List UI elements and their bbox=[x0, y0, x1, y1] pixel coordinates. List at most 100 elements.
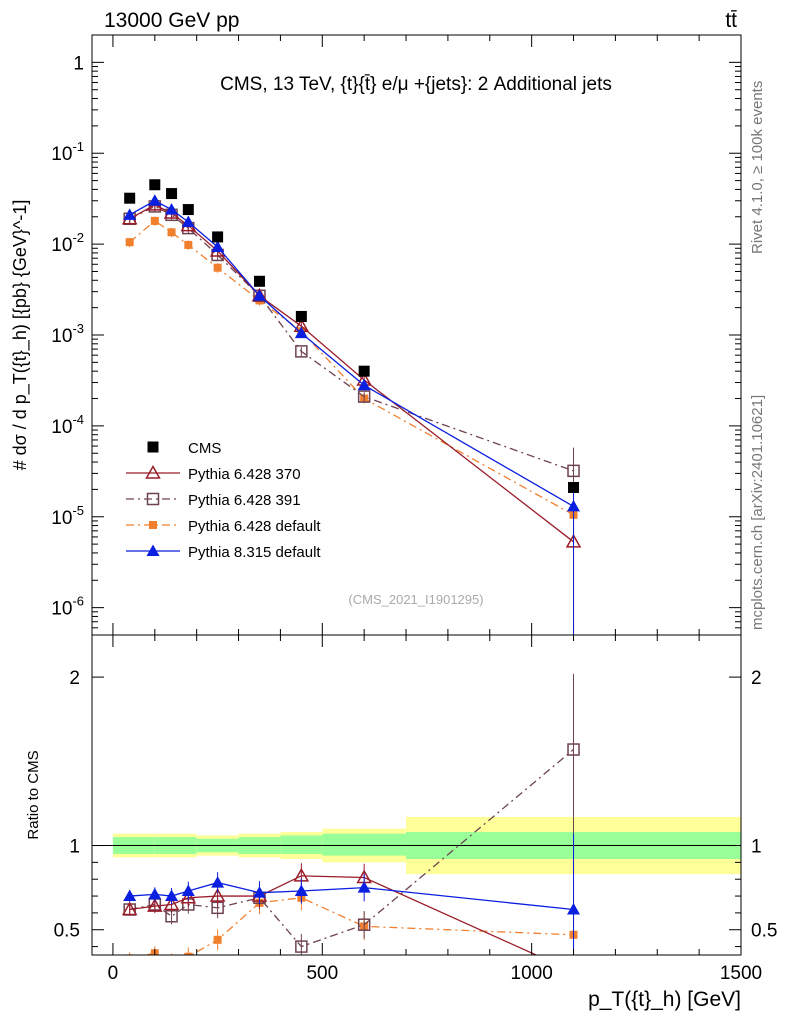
legend-label: Pythia 6.428 370 bbox=[188, 466, 301, 483]
ratio-series-pythia-8-315-default bbox=[123, 833, 581, 955]
band-inner bbox=[280, 835, 323, 854]
y-tick-label: 10-4 bbox=[51, 412, 84, 438]
data-point bbox=[357, 378, 371, 391]
series-pythia-6-428-391 bbox=[123, 200, 580, 635]
ratio-point bbox=[213, 935, 222, 944]
y-tick-label: 10-6 bbox=[51, 594, 84, 620]
data-point bbox=[295, 310, 307, 322]
analysis-id: (CMS_2021_I1901295) bbox=[348, 592, 483, 607]
ratio-point bbox=[125, 954, 134, 955]
data-point bbox=[150, 216, 159, 225]
ratio-point bbox=[567, 743, 580, 756]
data-point bbox=[211, 240, 225, 252]
series-cms bbox=[124, 179, 580, 493]
legend-marker bbox=[146, 492, 160, 506]
legend-entry: Pythia 6.428 370 bbox=[126, 464, 301, 483]
ratio-point bbox=[180, 889, 197, 904]
data-point bbox=[295, 345, 308, 358]
main-y-axis-label: # dσ / d p_T({t}_h) [{pb} {GeV}^-1] bbox=[10, 200, 31, 471]
ratio-series-pythia-6-428-391 bbox=[123, 673, 580, 955]
ratio-point bbox=[165, 889, 179, 902]
ratio-point bbox=[209, 888, 226, 902]
data-point bbox=[166, 188, 178, 200]
ratio-series-layer bbox=[121, 673, 581, 977]
ratio-point bbox=[168, 958, 176, 966]
legend-marker bbox=[146, 544, 160, 556]
legend-entry: CMS bbox=[147, 440, 221, 457]
legend-marker bbox=[147, 441, 159, 453]
ratio-point bbox=[121, 901, 138, 916]
ratio-point bbox=[181, 884, 195, 896]
y-tick-label: 1 bbox=[73, 53, 84, 74]
ratio-y-tick-label: 2 bbox=[751, 668, 762, 689]
ratio-y-tick-label: 1 bbox=[751, 837, 762, 858]
data-point bbox=[213, 263, 222, 272]
data-point bbox=[252, 289, 266, 301]
ratio-panel: 0.5 0.5 1 1 2 2 0 500 1000 1500 Ratio to CMS p_T(… bbox=[25, 634, 777, 1011]
legend-label: CMS bbox=[188, 440, 221, 457]
ratio-point bbox=[123, 889, 137, 902]
data-point bbox=[165, 203, 179, 215]
data-point bbox=[148, 194, 162, 206]
main-axis-ticks: 10-6 10-5 10-4 10-3 10-2 10-1 1 bbox=[51, 34, 742, 636]
series-pythia-6-428-default bbox=[125, 216, 578, 635]
legend-entry: Pythia 8.315 default bbox=[126, 544, 321, 561]
legend-entry: Pythia 6.428 391 bbox=[126, 492, 301, 509]
legend-label: Pythia 8.315 default bbox=[188, 544, 321, 561]
ratio-y-axis-label: Ratio to CMS bbox=[25, 750, 42, 839]
legend-label: Pythia 6.428 default bbox=[188, 518, 321, 535]
y-tick-label: 10-2 bbox=[51, 230, 84, 256]
data-point bbox=[357, 390, 371, 403]
ratio-y-tick-label: 0.5 bbox=[54, 921, 80, 942]
legend-label: Pythia 6.428 391 bbox=[188, 492, 301, 509]
ratio-y-tick-label: 2 bbox=[69, 668, 80, 689]
ratio-point bbox=[163, 896, 180, 911]
ratio-axis-ticks: 0.5 0.5 1 1 2 2 0 500 1000 1500 bbox=[54, 635, 777, 984]
y-tick-label: 10-1 bbox=[51, 139, 84, 165]
x-tick-label: 0 bbox=[108, 963, 119, 984]
x-tick-label: 500 bbox=[306, 963, 338, 984]
ratio-y-tick-label: 1 bbox=[69, 837, 80, 858]
series-pythia-8-315-default bbox=[123, 194, 581, 635]
data-point bbox=[181, 215, 195, 228]
header-left: 13000 GeV pp bbox=[104, 9, 239, 32]
y-tick-label: 10-5 bbox=[51, 503, 84, 529]
legend-marker bbox=[145, 464, 161, 479]
ratio-point bbox=[294, 884, 308, 896]
series-line bbox=[129, 200, 574, 507]
mcplots-label: mcplots.cern.ch [arXiv:2401.10621] bbox=[749, 395, 766, 630]
ratio-point bbox=[295, 940, 308, 953]
ratio-point bbox=[357, 918, 371, 931]
ratio-series-pythia-6-428-default bbox=[125, 859, 578, 966]
main-title: CMS, 13 TeV, {t}{t̄} e/μ +{jets}: 2 Addi… bbox=[220, 74, 612, 95]
ratio-point bbox=[567, 965, 580, 977]
main-panel: 10-6 10-5 10-4 10-3 10-2 10-1 1 CMS, 13 TeV, {… bbox=[10, 34, 742, 636]
ratio-point bbox=[211, 876, 225, 888]
x-tick-label: 1500 bbox=[720, 963, 762, 984]
rivet-version-label: Rivet 4.1.0, ≥ 100k events bbox=[749, 81, 766, 254]
data-point bbox=[124, 192, 136, 204]
header-right: tt̄ bbox=[725, 9, 737, 32]
ratio-point bbox=[567, 903, 581, 915]
legend-entry: Pythia 6.428 default bbox=[126, 518, 321, 535]
ratio-point bbox=[147, 898, 163, 912]
ratio-y-tick-label: 0.5 bbox=[751, 921, 777, 942]
data-point bbox=[182, 204, 194, 216]
data-point bbox=[567, 464, 580, 478]
ratio-line bbox=[129, 875, 538, 955]
data-point bbox=[167, 228, 176, 237]
data-point bbox=[567, 499, 581, 512]
ratio-point bbox=[184, 952, 193, 955]
data-point bbox=[123, 208, 137, 220]
data-point bbox=[568, 481, 580, 493]
x-axis-label: p_T({t}_h) [GeV] bbox=[588, 988, 741, 1011]
main-series-layer bbox=[121, 179, 582, 635]
data-point bbox=[125, 238, 134, 247]
x-tick-label: 1000 bbox=[511, 963, 553, 984]
data-point bbox=[149, 179, 161, 191]
legend: CMS Pythia 6.428 370 Pythia 6.428 391 Pythi… bbox=[126, 440, 321, 561]
y-tick-label: 10-3 bbox=[51, 321, 84, 347]
band-inner bbox=[322, 833, 407, 856]
ratio-point bbox=[357, 881, 371, 893]
